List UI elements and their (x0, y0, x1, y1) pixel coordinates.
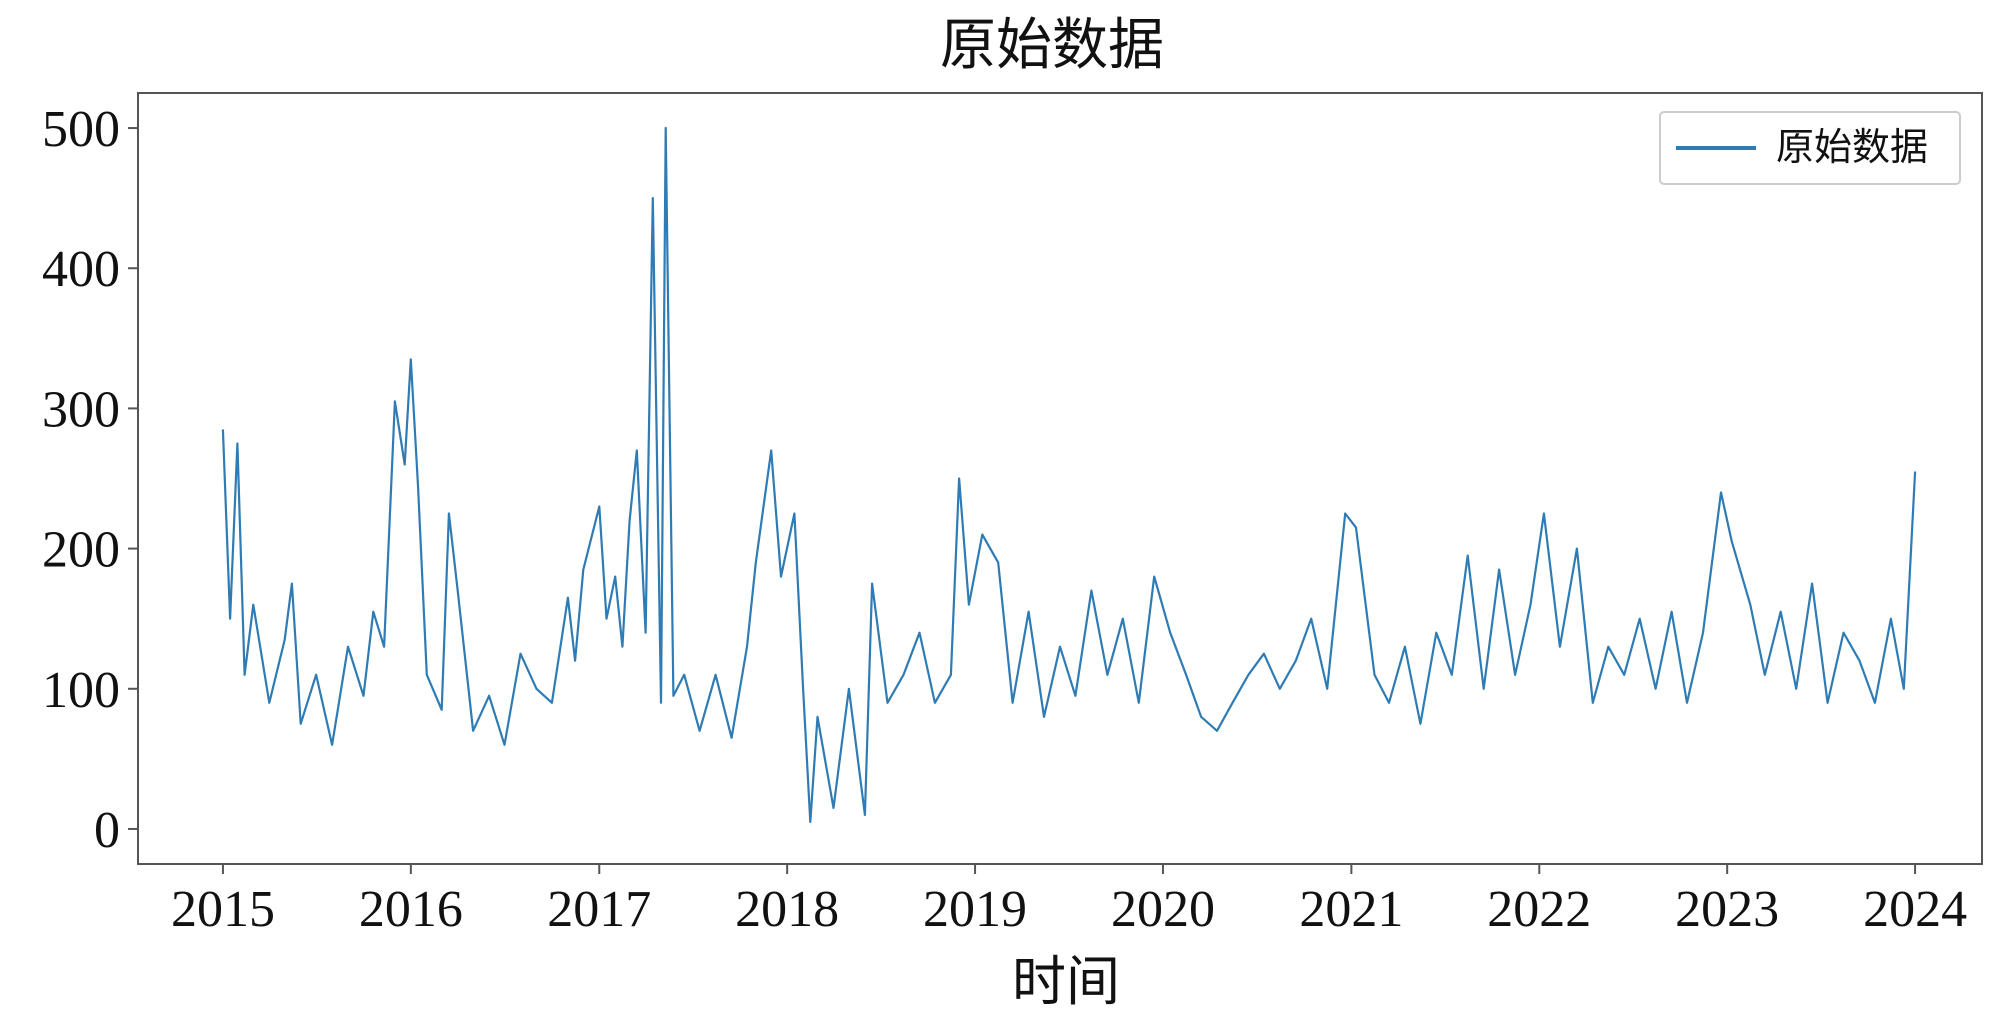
x-tick-label: 2018 (735, 881, 839, 938)
legend: 原始数据 (1659, 111, 1961, 185)
y-tick-label: 400 (42, 241, 120, 298)
x-tick-label: 2019 (923, 881, 1027, 938)
x-axis-label: 时间 (1012, 950, 1120, 1013)
series-layer (221, 126, 1917, 824)
legend-label: 原始数据 (1776, 125, 1928, 169)
x-tick-label: 2023 (1675, 881, 1779, 938)
legend-box (1659, 111, 1961, 185)
x-tick-label: 2022 (1487, 881, 1591, 938)
x-axis: 2015 2016 2017 2018 2019 2020 2021 2022 2023 2024 (171, 864, 1967, 938)
y-tick-label: 500 (42, 101, 120, 158)
x-tick-label: 2020 (1111, 881, 1215, 938)
y-tick-label: 300 (42, 381, 120, 438)
x-tick-label: 2017 (547, 881, 651, 938)
plot-frame (137, 92, 1983, 865)
x-tick-label: 2015 (171, 881, 275, 938)
y-axis: 0 100 200 300 400 500 (42, 101, 138, 859)
x-tick-label: 2021 (1299, 881, 1403, 938)
chart-title: 原始数据 (940, 13, 1164, 78)
y-tick-label: 0 (94, 802, 120, 859)
y-tick-label: 200 (42, 522, 120, 579)
x-tick-label: 2024 (1863, 881, 1967, 938)
series-line (221, 126, 1917, 824)
y-tick-label: 100 (42, 662, 120, 719)
x-tick-label: 2016 (359, 881, 463, 938)
